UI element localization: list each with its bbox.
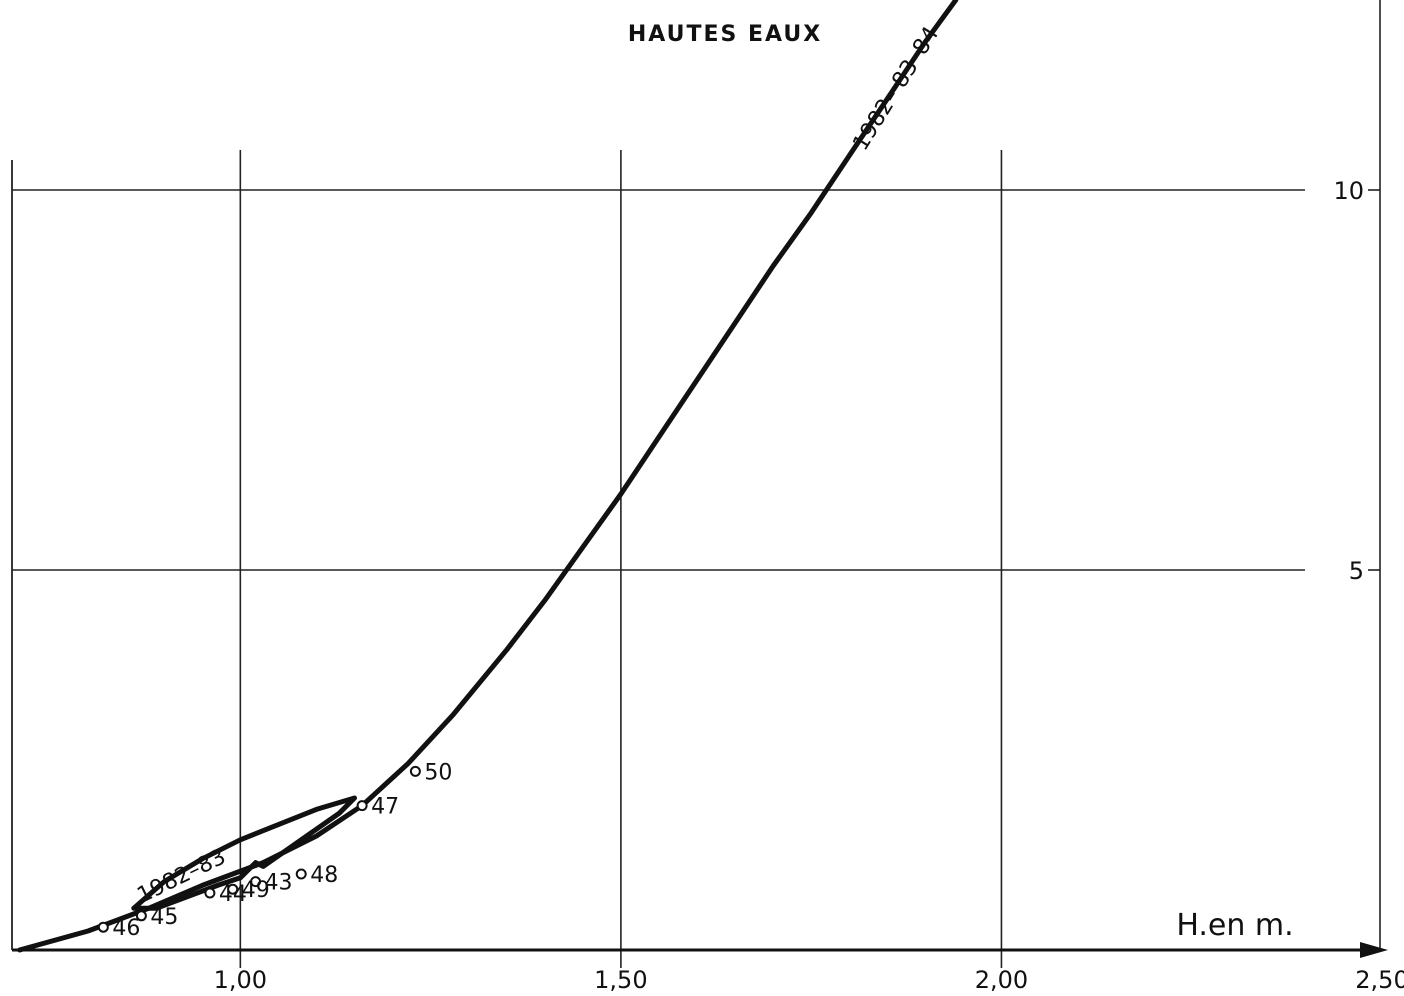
series-line-0 <box>17 0 959 953</box>
x-tick-label-2: 2,00 <box>975 966 1028 994</box>
x-axis-label: H.en m. <box>1176 908 1293 943</box>
axes <box>11 0 1388 958</box>
x-tick-label-3: 2,50 <box>1355 966 1404 994</box>
point-label-48: 48 <box>310 863 338 888</box>
y-tick-label-0: 5 <box>1349 557 1364 585</box>
grid <box>12 150 1380 968</box>
chart-title: HAUTES EAUX <box>628 22 822 47</box>
x-tick-label-0: 1,00 <box>214 966 267 994</box>
point-marker-44 <box>204 887 216 899</box>
point-label-50: 50 <box>424 760 452 785</box>
point-label-45: 45 <box>150 905 178 930</box>
point-label-49: 49 <box>242 878 270 903</box>
x-tick-label-1: 1,50 <box>594 966 647 994</box>
series-line-1 <box>131 795 357 911</box>
point-marker-45 <box>135 910 147 922</box>
point-marker-47 <box>356 800 368 812</box>
point-marker-46 <box>97 921 109 933</box>
tick-labels: 5 10 1,00 1,50 2,00 2,50 <box>214 177 1404 994</box>
point-label-47: 47 <box>371 795 399 820</box>
point-label-43: 43 <box>265 871 293 896</box>
y-tick-label-1: 10 <box>1333 177 1364 205</box>
point-marker-43 <box>250 876 262 888</box>
point-marker-50 <box>409 765 421 777</box>
x-axis-arrow <box>1360 942 1388 958</box>
point-marker-48 <box>295 868 307 880</box>
point-marker-49 <box>227 883 239 895</box>
series-label-0: 1982– 83–84 <box>848 22 944 155</box>
data-points: 4344454647484950 <box>97 760 452 941</box>
point-label-46: 46 <box>112 916 140 941</box>
